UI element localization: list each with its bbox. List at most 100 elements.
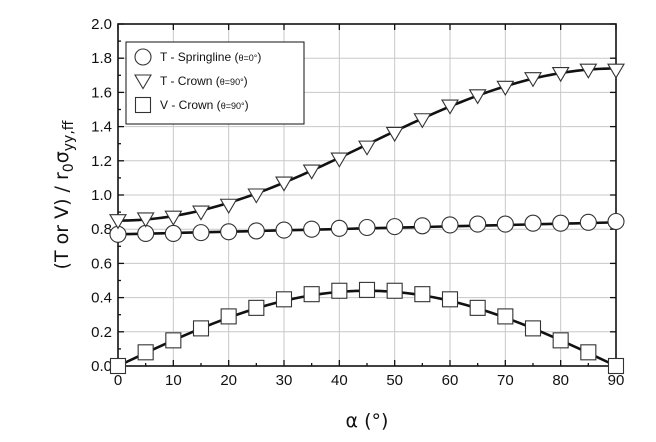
data-point-triangle-down bbox=[219, 198, 238, 214]
data-point-triangle-down bbox=[413, 113, 432, 129]
data-point-circle bbox=[247, 222, 265, 240]
data-point-triangle-down bbox=[358, 140, 376, 156]
data-point-triangle-down bbox=[275, 176, 293, 192]
legend-label-prefix: V - Crown ( bbox=[160, 98, 221, 112]
data-point-square bbox=[220, 308, 237, 325]
x-tick-label: 90 bbox=[608, 372, 625, 389]
legend: T - Springline (θ=0°)T - Crown (θ=90°)V … bbox=[125, 41, 305, 125]
legend-marker-circle bbox=[134, 48, 152, 66]
data-point-circle bbox=[164, 224, 182, 243]
data-point-square bbox=[524, 320, 542, 337]
data-point-square bbox=[386, 282, 403, 299]
data-point-triangle-down bbox=[302, 164, 321, 180]
data-point-circle bbox=[441, 216, 459, 234]
data-point-circle bbox=[579, 213, 597, 231]
y-axis-label-sub-0: 0 bbox=[61, 163, 77, 172]
data-point-square bbox=[165, 332, 182, 349]
data-point-triangle-down bbox=[136, 212, 155, 228]
x-tick-label: 40 bbox=[331, 372, 348, 389]
x-axis-label: α (°) bbox=[346, 410, 389, 432]
y-tick-label: 1.0 bbox=[91, 187, 112, 204]
legend-marker-triangle-down bbox=[134, 74, 152, 90]
x-tick-label: 20 bbox=[220, 372, 237, 389]
y-tick-label: 0.8 bbox=[91, 221, 112, 238]
data-point-circle bbox=[469, 215, 487, 233]
data-point-circle bbox=[275, 221, 293, 239]
data-point-triangle-down bbox=[496, 80, 515, 96]
data-point-circle bbox=[607, 212, 625, 231]
legend-marker-square bbox=[134, 96, 152, 114]
legend-label: T - Springline (θ=0°) bbox=[160, 50, 261, 64]
data-point-square bbox=[414, 286, 431, 303]
y-tick-label: 2.0 bbox=[91, 16, 112, 33]
legend-label: V - Crown (θ=90°) bbox=[160, 98, 249, 112]
data-point-triangle-down bbox=[192, 205, 210, 221]
data-point-square bbox=[331, 282, 348, 299]
legend-label-suffix: ) bbox=[257, 50, 261, 64]
data-point-triangle-down bbox=[385, 126, 404, 143]
legend-label-theta: θ=0° bbox=[238, 53, 257, 63]
data-point-square bbox=[358, 281, 376, 298]
y-tick-label: 1.4 bbox=[91, 119, 112, 136]
data-point-square bbox=[497, 308, 514, 325]
x-tick-label: 80 bbox=[552, 372, 569, 389]
legend-label-theta: θ=90° bbox=[220, 77, 244, 87]
y-axis-label-sub-yy: yy,ff bbox=[61, 120, 77, 151]
data-point-circle bbox=[413, 217, 431, 235]
y-axis-label: (T or V) / r0σyy,ff bbox=[51, 120, 77, 269]
data-point-circle bbox=[358, 218, 376, 237]
y-tick-label: 0.2 bbox=[91, 324, 112, 341]
fit-line-square bbox=[117, 289, 617, 368]
data-point-square bbox=[469, 299, 486, 316]
legend-box bbox=[125, 41, 305, 125]
data-point-triangle-down bbox=[607, 63, 625, 79]
y-tick-label: 1.6 bbox=[91, 84, 112, 101]
legend-label-theta: θ=90° bbox=[221, 101, 245, 111]
data-point-circle bbox=[220, 223, 238, 241]
data-point-square bbox=[552, 332, 569, 349]
data-point-circle bbox=[524, 214, 542, 232]
data-point-triangle-down bbox=[579, 63, 598, 79]
legend-label-prefix: T - Crown ( bbox=[160, 74, 220, 88]
y-tick-label: 1.2 bbox=[91, 153, 112, 170]
legend-label-suffix: ) bbox=[245, 98, 249, 112]
x-tick-label: 70 bbox=[497, 372, 514, 389]
data-point-circle bbox=[552, 214, 570, 232]
x-tick-label: 10 bbox=[165, 372, 182, 389]
data-point-circle bbox=[496, 215, 514, 233]
data-point-square bbox=[441, 291, 459, 308]
legend-label-prefix: T - Springline ( bbox=[160, 50, 238, 64]
data-markers bbox=[109, 63, 625, 375]
y-tick-label: 0.6 bbox=[91, 255, 112, 272]
y-axis-label-main: (T or V) / r bbox=[51, 172, 73, 269]
legend-label-suffix: ) bbox=[244, 74, 248, 88]
data-point-triangle-down bbox=[247, 188, 266, 204]
x-tick-label: 0 bbox=[114, 372, 122, 389]
y-tick-label: 0.0 bbox=[91, 358, 112, 375]
data-point-triangle-down bbox=[441, 99, 459, 115]
data-point-circle bbox=[137, 224, 155, 243]
axis-ticks: 0 10 20 30 40 50 60 70 80 90 0.0 0.2 0.4 0.6 0.8 1.0 1.2… bbox=[91, 16, 624, 389]
y-tick-label: 0.4 bbox=[91, 290, 112, 307]
data-point-triangle-down bbox=[164, 210, 183, 226]
data-point-triangle-down bbox=[330, 152, 349, 168]
y-tick-label: 1.8 bbox=[91, 50, 112, 67]
data-point-triangle-down bbox=[109, 214, 127, 230]
x-tick-label: 50 bbox=[386, 372, 403, 389]
data-point-circle bbox=[386, 218, 404, 236]
data-point-square bbox=[275, 291, 293, 308]
x-tick-label: 60 bbox=[442, 372, 459, 389]
data-point-circle bbox=[303, 220, 321, 238]
data-point-square bbox=[580, 344, 597, 361]
x-tick-label: 30 bbox=[276, 372, 293, 389]
data-point-triangle-down bbox=[551, 67, 570, 83]
y-axis-label-sigma: σ bbox=[51, 151, 73, 163]
data-point-triangle-down bbox=[524, 72, 542, 88]
data-point-square bbox=[137, 344, 154, 361]
data-point-triangle-down bbox=[468, 89, 487, 105]
legend-label: T - Crown (θ=90°) bbox=[160, 74, 248, 88]
data-point-square bbox=[192, 320, 210, 337]
data-point-circle bbox=[192, 224, 210, 242]
data-point-square bbox=[248, 299, 265, 316]
